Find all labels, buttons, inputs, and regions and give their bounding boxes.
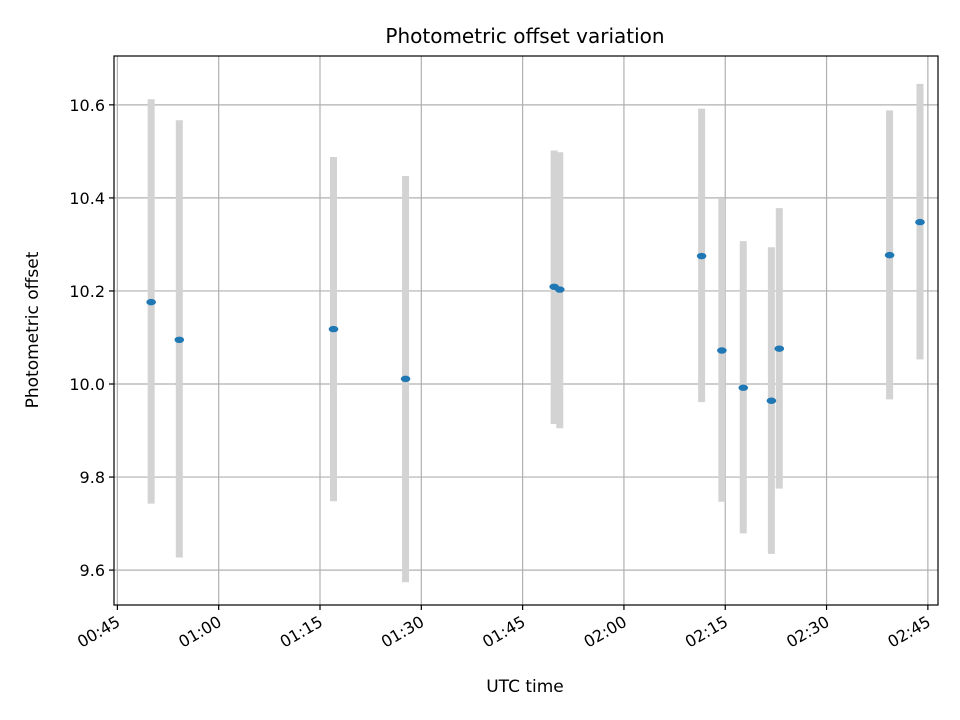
y-tick-label: 10.0 [69, 375, 105, 394]
plot-frame [113, 55, 939, 606]
data-points [146, 218, 925, 404]
data-point [328, 325, 339, 333]
data-point [884, 251, 895, 259]
data-point [766, 397, 777, 404]
data-point [400, 375, 411, 383]
data-point [738, 384, 749, 391]
y-axis-label: Photometric offset [23, 251, 43, 408]
y-tick-label: 10.2 [69, 282, 105, 301]
data-point [146, 298, 156, 306]
y-axis: 9.6 9.8 10.0 10.2 10.4 10.6 [69, 96, 114, 580]
data-point [174, 336, 185, 344]
x-axis-label: UTC time [486, 677, 564, 697]
y-tick-label: 10.4 [69, 189, 105, 208]
chart-title: Photometric offset variation [385, 24, 664, 48]
y-tick-label: 10.6 [69, 96, 105, 115]
data-point [717, 347, 727, 354]
data-point [554, 286, 565, 293]
grid [114, 56, 938, 605]
data-point [696, 252, 707, 260]
y-tick-label: 9.8 [80, 468, 105, 487]
data-point [774, 345, 785, 352]
y-tick-label: 9.6 [80, 561, 105, 580]
data-point [915, 218, 925, 226]
